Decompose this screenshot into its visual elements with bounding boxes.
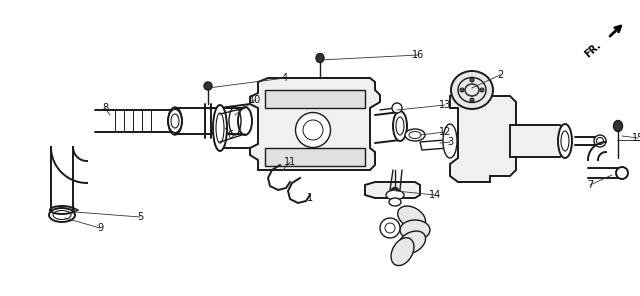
Polygon shape xyxy=(265,90,365,108)
Polygon shape xyxy=(265,148,365,166)
Ellipse shape xyxy=(49,208,75,222)
Ellipse shape xyxy=(400,220,430,240)
Polygon shape xyxy=(450,90,516,182)
Ellipse shape xyxy=(389,198,401,206)
Text: 14: 14 xyxy=(429,190,441,200)
Text: 10: 10 xyxy=(249,95,261,105)
Ellipse shape xyxy=(391,238,414,266)
Ellipse shape xyxy=(386,190,404,200)
Ellipse shape xyxy=(238,107,252,135)
Text: 11: 11 xyxy=(284,157,296,167)
Ellipse shape xyxy=(168,109,182,133)
Text: 8: 8 xyxy=(102,103,108,113)
Text: 15: 15 xyxy=(632,133,640,143)
Ellipse shape xyxy=(470,98,474,102)
Ellipse shape xyxy=(405,129,425,141)
Text: 16: 16 xyxy=(412,50,424,60)
Ellipse shape xyxy=(392,103,402,113)
Ellipse shape xyxy=(393,111,407,141)
Ellipse shape xyxy=(380,218,400,238)
Ellipse shape xyxy=(616,167,628,179)
Text: 13: 13 xyxy=(439,100,451,110)
Text: 5: 5 xyxy=(137,212,143,222)
Ellipse shape xyxy=(397,231,426,254)
Text: 7: 7 xyxy=(587,180,593,190)
Ellipse shape xyxy=(316,54,324,62)
Text: 4: 4 xyxy=(282,73,288,83)
Text: 9: 9 xyxy=(97,223,103,233)
Ellipse shape xyxy=(558,124,572,158)
Polygon shape xyxy=(510,125,565,157)
Text: 12: 12 xyxy=(439,127,451,137)
Ellipse shape xyxy=(390,187,399,199)
Text: 3: 3 xyxy=(447,137,453,147)
Text: 6: 6 xyxy=(227,130,233,140)
Text: 2: 2 xyxy=(497,70,503,80)
Text: 1: 1 xyxy=(307,193,313,203)
Ellipse shape xyxy=(470,78,474,82)
Ellipse shape xyxy=(614,120,623,131)
Ellipse shape xyxy=(460,88,464,92)
Ellipse shape xyxy=(296,112,330,147)
Ellipse shape xyxy=(594,135,606,147)
Text: FR.: FR. xyxy=(583,40,603,59)
Ellipse shape xyxy=(443,124,457,158)
Ellipse shape xyxy=(480,88,484,92)
Ellipse shape xyxy=(397,206,426,229)
Polygon shape xyxy=(420,140,448,150)
Polygon shape xyxy=(250,78,380,170)
Polygon shape xyxy=(365,182,420,198)
Ellipse shape xyxy=(451,71,493,109)
Ellipse shape xyxy=(213,105,227,151)
Ellipse shape xyxy=(204,82,212,90)
